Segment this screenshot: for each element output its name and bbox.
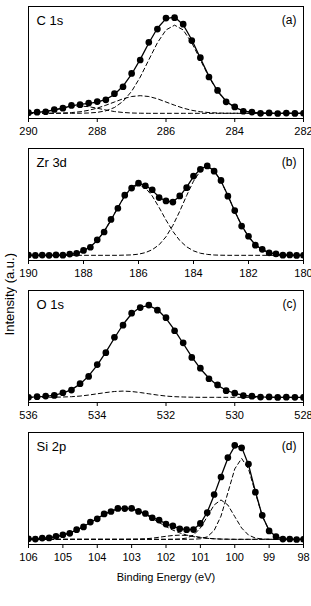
svg-text:Binding Energy (eV): Binding Energy (eV) (117, 571, 215, 583)
svg-text:103: 103 (122, 551, 140, 563)
svg-text:184: 184 (184, 267, 202, 279)
svg-text:105: 105 (54, 551, 72, 563)
svg-text:98: 98 (297, 551, 309, 563)
svg-text:100: 100 (226, 551, 244, 563)
svg-text:C 1s: C 1s (37, 13, 64, 28)
svg-text:(d): (d) (282, 439, 297, 453)
svg-text:534: 534 (88, 409, 106, 421)
svg-text:284: 284 (226, 125, 244, 137)
svg-text:186: 186 (129, 267, 147, 279)
svg-text:188: 188 (74, 267, 92, 279)
svg-text:99: 99 (263, 551, 275, 563)
svg-text:Zr 3d: Zr 3d (37, 155, 67, 170)
svg-text:288: 288 (88, 125, 106, 137)
svg-text:528: 528 (294, 409, 311, 421)
svg-text:101: 101 (191, 551, 209, 563)
svg-text:(b): (b) (282, 155, 297, 169)
svg-text:(c): (c) (283, 297, 297, 311)
svg-text:190: 190 (19, 267, 37, 279)
svg-text:282: 282 (294, 125, 311, 137)
svg-text:290: 290 (19, 125, 37, 137)
svg-text:104: 104 (88, 551, 106, 563)
svg-text:Si 2p: Si 2p (37, 439, 67, 454)
svg-text:286: 286 (157, 125, 175, 137)
svg-text:102: 102 (157, 551, 175, 563)
svg-text:536: 536 (19, 409, 37, 421)
svg-text:182: 182 (239, 267, 257, 279)
svg-text:530: 530 (226, 409, 244, 421)
svg-text:180: 180 (294, 267, 311, 279)
svg-text:O 1s: O 1s (37, 297, 65, 312)
html-text:Intensity (a.u.): Intensity (a.u.) (1, 252, 17, 336)
svg-text:(a): (a) (282, 13, 297, 27)
svg-text:106: 106 (19, 551, 37, 563)
svg-text:532: 532 (157, 409, 175, 421)
